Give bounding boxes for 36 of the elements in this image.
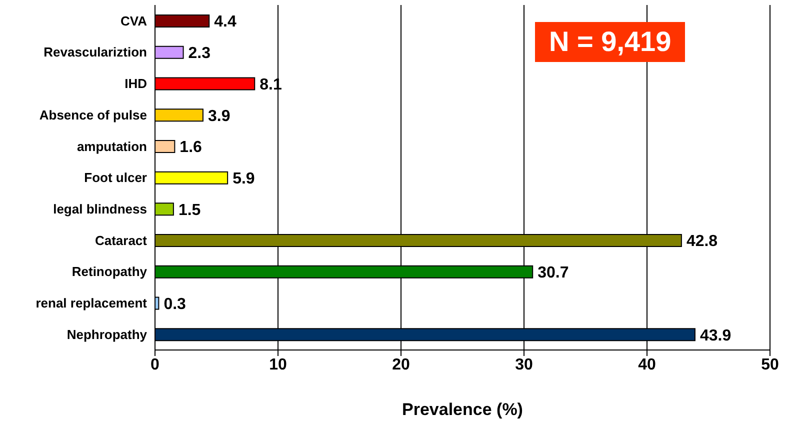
data-label: 2.3 [188,45,211,62]
bar [155,171,228,184]
data-label: 3.9 [208,108,230,125]
y-tick-label: Absence of pulse [39,107,147,122]
y-tick-label: CVA [120,13,148,28]
data-label: 4.4 [214,14,236,31]
bar [155,202,174,216]
x-tick-label: 30 [515,356,533,374]
x-tick-label: 40 [638,356,656,374]
x-tick-label: 10 [269,356,287,374]
y-tick-label: Foot ulcer [84,170,147,186]
x-tick-label: 0 [150,356,160,374]
data-label: 30.7 [538,264,569,282]
data-label: 42.8 [686,233,718,250]
y-tick-label: Cataract [94,232,148,248]
x-tick-label: 20 [392,356,410,374]
y-tick-label: amputation [76,138,148,154]
bar [155,108,204,122]
data-label: 0.3 [164,296,186,313]
bar [155,14,210,28]
x-tick-label: 50 [761,356,779,374]
annotation: N = 9,419 [535,22,686,62]
data-label: 1.6 [180,139,202,156]
bar [155,46,184,59]
y-tick-label: IHD [124,76,147,92]
x-axis-title: Prevalence (%) [402,400,523,419]
y-tick-label: Revasculariztion [44,44,148,60]
y-tick-label: Nephropathy [66,326,148,342]
bar [155,77,256,90]
y-tick-label: Retinopathy [72,264,148,280]
data-label: 1.5 [178,202,201,219]
y-tick-label: renal replacement [36,296,148,311]
bar [155,140,176,153]
y-tick-label: legal blindness [53,201,147,216]
data-label: 43.9 [700,327,732,344]
data-label: 5.9 [232,170,255,188]
